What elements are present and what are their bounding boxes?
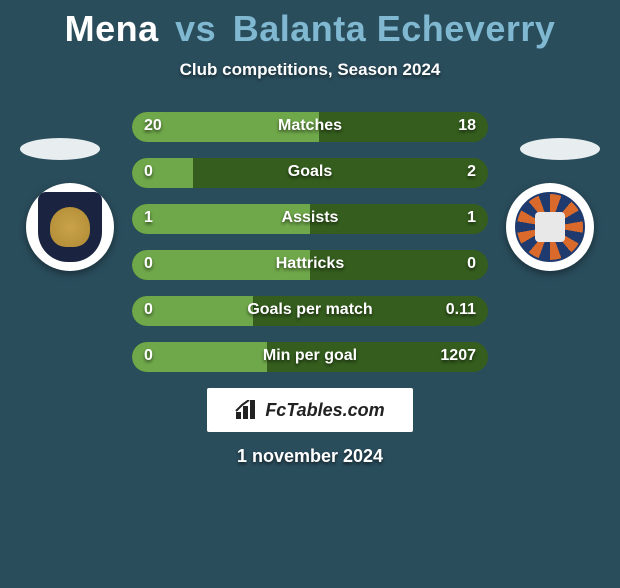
date-text: 1 november 2024: [0, 446, 620, 467]
eagle-icon: [50, 207, 90, 247]
vs-text: vs: [175, 8, 216, 49]
boyaca-chico-crest: [506, 183, 594, 271]
stat-label: Goals per match: [132, 301, 488, 319]
subtitle: Club competitions, Season 2024: [0, 60, 620, 80]
player1-name: Mena: [65, 8, 159, 49]
stat-row: Hattricks0 0: [132, 250, 488, 280]
stat-label: Matches: [132, 117, 488, 135]
stat-row: Assists1 1: [132, 204, 488, 234]
stats-chart: Matches2018Goals02Assists11Hattricks00Go…: [132, 112, 488, 372]
player2-name: Balanta Echeverry: [233, 8, 556, 49]
stat-value-left: 0: [144, 163, 153, 181]
stat-value-right: 2: [467, 163, 476, 181]
stat-value-left: 0: [144, 347, 153, 365]
bars-icon: [235, 400, 259, 420]
stat-value-left: 0: [144, 301, 153, 319]
stat-row: Matches20 18: [132, 112, 488, 142]
stat-value-left: 0: [144, 255, 153, 273]
fctables-logo: FcTables.com: [207, 388, 413, 432]
stat-row: Goals per match0 0.11: [132, 296, 488, 326]
stat-value-left: 1: [144, 209, 153, 227]
crest-right-roundel: [515, 192, 585, 262]
stat-value-right: 1: [467, 209, 476, 227]
stat-row: Min per goal0 1207: [132, 342, 488, 372]
stat-value-right: 1207: [440, 347, 476, 365]
stat-value-right: 18: [458, 117, 476, 135]
stat-label: Min per goal: [132, 347, 488, 365]
stat-value-right: 0.11: [446, 301, 476, 319]
stat-value-left: 20: [144, 117, 162, 135]
stat-label: Goals: [132, 163, 488, 181]
stat-row: Goals0 2: [132, 158, 488, 188]
stat-label: Assists: [132, 209, 488, 227]
stat-label: Hattricks: [132, 255, 488, 273]
right-disc-shadow: [520, 138, 600, 160]
aguilas-doradas-crest: [26, 183, 114, 271]
crest-left-shield: [38, 192, 102, 262]
page-title: Mena vs Balanta Echeverry: [0, 8, 620, 50]
stat-value-right: 0: [467, 255, 476, 273]
left-disc-shadow: [20, 138, 100, 160]
footer-brand-text: FcTables.com: [265, 400, 384, 421]
